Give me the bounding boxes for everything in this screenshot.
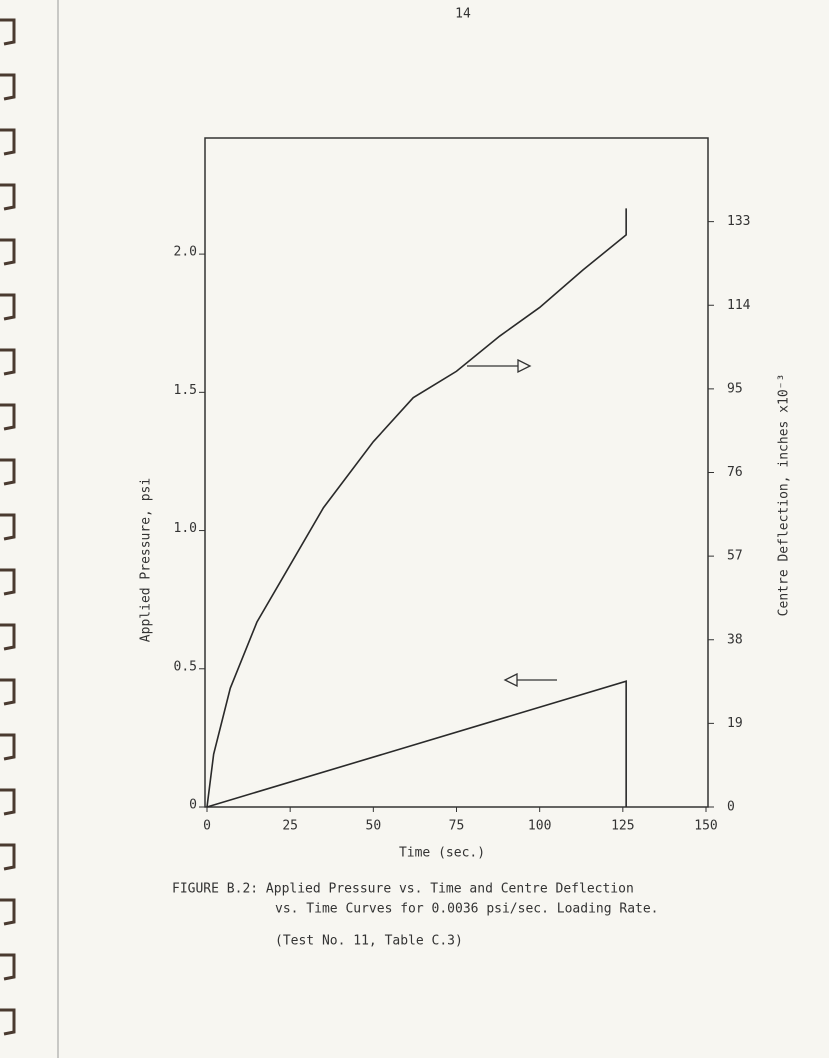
- binding-hole: [0, 733, 16, 761]
- binding-hole: [0, 348, 16, 376]
- binding-hole: [0, 293, 16, 321]
- y2-tick-label: 133: [727, 214, 750, 229]
- y2-tick-label: 0: [727, 800, 735, 815]
- arrow-right: [467, 358, 532, 374]
- y-tick-label: 0: [189, 798, 197, 813]
- arrow-left: [503, 672, 557, 688]
- page-number: 14: [455, 7, 471, 22]
- y2-tick-label: 76: [727, 465, 743, 480]
- y-tick-label: 1.0: [174, 521, 197, 536]
- binding-hole: [0, 458, 16, 486]
- y2-tick-label: 114: [727, 298, 751, 313]
- y-tick-label: 2.0: [174, 245, 197, 260]
- binding-hole: [0, 403, 16, 431]
- data-line: [206, 208, 627, 808]
- caption-line: vs. Time Curves for 0.0036 psi/sec. Load…: [275, 902, 659, 917]
- binding-hole: [0, 18, 16, 46]
- binding-hole: [0, 568, 16, 596]
- y-axis-label: Applied Pressure, psi: [139, 478, 154, 642]
- x-tick-label: 0: [203, 819, 211, 834]
- y2-tick-label: 57: [727, 549, 743, 564]
- x-tick-label: 25: [282, 819, 298, 834]
- binding-hole: [0, 128, 16, 156]
- caption-line: FIGURE B.2: Applied Pressure vs. Time an…: [172, 882, 634, 897]
- y2-tick-label: 19: [727, 716, 743, 731]
- x-axis-label: Time (sec.): [399, 846, 485, 861]
- binding-hole: [0, 1008, 16, 1036]
- binding-hole: [0, 623, 16, 651]
- x-tick-label: 125: [611, 819, 634, 834]
- binding-hole: [0, 953, 16, 981]
- x-tick-label: 100: [528, 819, 551, 834]
- binding-hole: [0, 678, 16, 706]
- binding-hole: [0, 73, 16, 101]
- binding-hole: [0, 898, 16, 926]
- binding-hole: [0, 183, 16, 211]
- binding-hole: [0, 238, 16, 266]
- x-tick-label: 50: [366, 819, 382, 834]
- y2-axis-label: Centre Deflection, inches x10⁻³: [777, 374, 792, 617]
- x-tick-label: 150: [694, 819, 717, 834]
- binding-hole: [0, 788, 16, 816]
- y2-tick-label: 38: [727, 632, 743, 647]
- y-tick-label: 0.5: [174, 659, 197, 674]
- caption-line: (Test No. 11, Table C.3): [275, 934, 463, 949]
- x-tick-label: 75: [449, 819, 465, 834]
- y2-tick-label: 95: [727, 381, 743, 396]
- binding-hole: [0, 843, 16, 871]
- data-line: [206, 680, 627, 808]
- binding-hole: [0, 513, 16, 541]
- y-tick-label: 1.5: [174, 383, 197, 398]
- binding: [0, 18, 16, 1036]
